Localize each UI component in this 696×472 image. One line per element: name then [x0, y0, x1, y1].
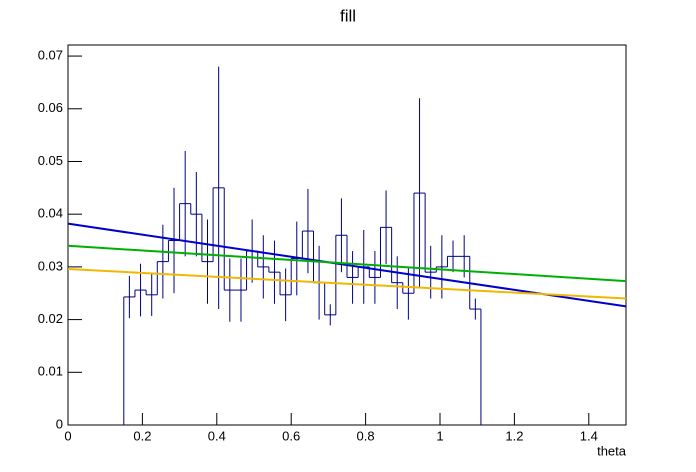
x-tick-label: 1 — [436, 428, 443, 443]
fit-line — [67, 244, 627, 283]
y-tick-label: 0.05 — [38, 153, 63, 168]
y-tick-label: 0.02 — [38, 311, 63, 326]
y-tick-label: 0.06 — [38, 100, 63, 115]
x-tick-label: 0.8 — [357, 428, 375, 443]
x-tick-label: 0.4 — [208, 428, 226, 443]
y-tick-label: 0 — [56, 416, 63, 431]
x-tick-label: 0.2 — [133, 428, 151, 443]
chart-title: fill — [340, 6, 356, 25]
x-tick-label: 0 — [64, 428, 71, 443]
fit-line — [67, 267, 627, 300]
x-tick-label: 1.2 — [505, 428, 523, 443]
y-tick-label: 0.01 — [38, 364, 63, 379]
x-tick-label: 0.6 — [282, 428, 300, 443]
x-axis-label: theta — [597, 443, 627, 458]
y-tick-label: 0.07 — [38, 48, 63, 63]
y-tick-label: 0.04 — [38, 206, 63, 221]
plot-frame — [67, 44, 627, 426]
x-tick-label: 1.4 — [580, 428, 598, 443]
y-tick-label: 0.03 — [38, 258, 63, 273]
